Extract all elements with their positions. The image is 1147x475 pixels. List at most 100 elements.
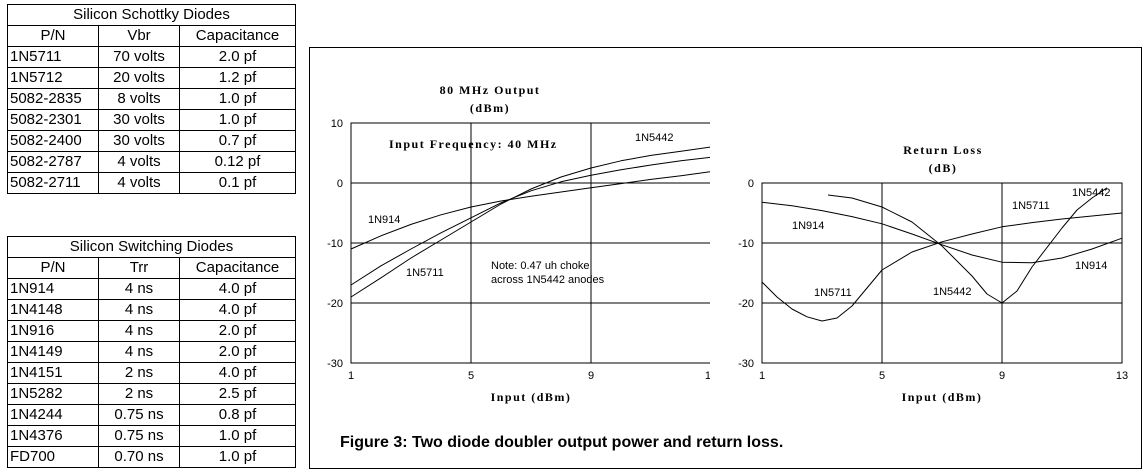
schottky-header-vbr: Vbr xyxy=(98,25,180,47)
schottky-cell: 1.0 pf xyxy=(179,88,296,110)
x-tick-label: 5 xyxy=(468,370,474,382)
chart-annotation: Input Frequency: 40 MHz xyxy=(389,137,558,151)
y-tick-label: -20 xyxy=(738,298,754,310)
series-line-1n5711 xyxy=(761,212,1123,322)
switching-cell: 1.0 pf xyxy=(179,446,296,468)
switching-row: 1N4151 2 ns 4.0 pf xyxy=(7,362,296,384)
schottky-cell: 2.0 pf xyxy=(179,46,296,68)
schottky-cell: 1.0 pf xyxy=(179,109,296,131)
chart-title: Return Loss xyxy=(903,143,983,157)
chart-annotation: across 1N5442 anodes xyxy=(491,274,605,286)
schottky-header-pn: P/N xyxy=(7,25,99,47)
series-label: 1N5711 xyxy=(406,267,444,279)
series-label: 1N5442 xyxy=(635,132,674,144)
switching-diode-table: Silicon Switching Diodes P/N Trr Capacit… xyxy=(7,236,296,468)
switching-header-pn: P/N xyxy=(7,257,99,279)
y-tick-label: 10 xyxy=(331,118,343,130)
schottky-row: 1N5712 20 volts 1.2 pf xyxy=(7,67,296,89)
x-tick-label: 13 xyxy=(1116,370,1128,382)
switching-cell: 1N4149 xyxy=(7,341,99,363)
switching-cell: 0.75 ns xyxy=(98,425,180,447)
switching-cell: 1N916 xyxy=(7,320,99,342)
series-label: 1N5711 xyxy=(1012,200,1050,212)
switching-cell: 0.8 pf xyxy=(179,404,296,426)
series-label: 1N914 xyxy=(368,214,400,226)
schottky-cell: 8 volts xyxy=(98,88,180,110)
series-line-1n5442 xyxy=(827,187,1108,304)
schottky-cell: 1N5711 xyxy=(7,46,99,68)
switching-row: 1N5282 2 ns 2.5 pf xyxy=(7,383,296,405)
y-tick-label: -20 xyxy=(327,298,343,310)
series-label: 1N5711 xyxy=(814,287,852,299)
switching-cell: 4 ns xyxy=(98,341,180,363)
schottky-cell: 4 volts xyxy=(98,172,180,194)
schottky-cell: 5082-2301 xyxy=(7,109,99,131)
x-axis-label: Input (dBm) xyxy=(902,390,983,404)
switching-table-title: Silicon Switching Diodes xyxy=(7,236,296,258)
switching-cell: 4.0 pf xyxy=(179,278,296,300)
output-power-chart: 10 0 -10 -20 -30 1 5 9 13 1N5442 1N914 1N5711 80 MHz… xyxy=(327,83,710,404)
switching-cell: 0.75 ns xyxy=(98,404,180,426)
switching-cell: 1N4376 xyxy=(7,425,99,447)
x-tick-label: 13 xyxy=(705,370,710,382)
switching-cell: 4.0 pf xyxy=(179,299,296,321)
y-tick-label: -30 xyxy=(738,358,754,370)
schottky-diode-table: Silicon Schottky Diodes P/N Vbr Capacita… xyxy=(7,4,296,194)
x-tick-label: 9 xyxy=(999,370,1005,382)
y-tick-label: 0 xyxy=(748,178,754,190)
schottky-cell: 0.7 pf xyxy=(179,130,296,152)
schottky-cell: 1.2 pf xyxy=(179,67,296,89)
schottky-cell: 0.12 pf xyxy=(179,151,296,173)
schottky-header-capacitance: Capacitance xyxy=(179,25,296,47)
y-tick-label: -30 xyxy=(327,358,343,370)
schottky-row: 5082-2711 4 volts 0.1 pf xyxy=(7,172,296,194)
schottky-row: 5082-2835 8 volts 1.0 pf xyxy=(7,88,296,110)
switching-table-body: 1N914 4 ns 4.0 pf 1N4148 4 ns 4.0 pf 1N916 4 ns… xyxy=(7,278,296,468)
series-line-1n5711 xyxy=(350,171,710,250)
series-label: 1N914 xyxy=(1075,260,1107,272)
switching-row: 1N916 4 ns 2.0 pf xyxy=(7,320,296,342)
switching-cell: 1N4244 xyxy=(7,404,99,426)
series-line-1n914 xyxy=(761,201,1123,264)
schottky-cell: 30 volts xyxy=(98,109,180,131)
series-label: 1N914 xyxy=(792,220,824,232)
chart-title: 80 MHz Output xyxy=(440,83,541,97)
switching-cell: 2 ns xyxy=(98,383,180,405)
schottky-cell: 5082-2787 xyxy=(7,151,99,173)
switching-cell: 4 ns xyxy=(98,278,180,300)
switching-row: 1N4376 0.75 ns 1.0 pf xyxy=(7,425,296,447)
switching-header-trr: Trr xyxy=(98,257,180,279)
switching-cell: 4 ns xyxy=(98,320,180,342)
chart-subtitle: (dB) xyxy=(929,161,958,175)
y-tick-label: -10 xyxy=(738,238,754,250)
switching-cell: 1.0 pf xyxy=(179,425,296,447)
x-axis-label: Input (dBm) xyxy=(491,390,572,404)
schottky-cell: 30 volts xyxy=(98,130,180,152)
schottky-row: 5082-2301 30 volts 1.0 pf xyxy=(7,109,296,131)
schottky-cell: 5082-2400 xyxy=(7,130,99,152)
series-label: 1N5442 xyxy=(1072,187,1111,199)
schottky-cell: 1N5712 xyxy=(7,67,99,89)
schottky-row: 5082-2787 4 volts 0.12 pf xyxy=(7,151,296,173)
schottky-cell: 20 volts xyxy=(98,67,180,89)
switching-row: FD700 0.70 ns 1.0 pf xyxy=(7,446,296,468)
chart-annotation: Note: 0.47 uh choke xyxy=(491,260,589,272)
x-tick-label: 5 xyxy=(879,370,885,382)
switching-cell: 0.70 ns xyxy=(98,446,180,468)
y-tick-label: -10 xyxy=(327,238,343,250)
switching-row: 1N4244 0.75 ns 0.8 pf xyxy=(7,404,296,426)
schottky-table-body: 1N5711 70 volts 2.0 pf 1N5712 20 volts 1.2 pf… xyxy=(7,46,296,194)
schottky-cell: 4 volts xyxy=(98,151,180,173)
switching-cell: 2.0 pf xyxy=(179,341,296,363)
x-tick-label: 1 xyxy=(759,370,765,382)
schottky-cell: 5082-2711 xyxy=(7,172,99,194)
switching-cell: 1N5282 xyxy=(7,383,99,405)
switching-row: 1N914 4 ns 4.0 pf xyxy=(7,278,296,300)
switching-cell: 1N4148 xyxy=(7,299,99,321)
return-loss-chart: 0 -10 -20 -30 1 5 9 13 1N5442 1N914 1N5711 Return L… xyxy=(738,143,1128,404)
switching-row: 1N4149 4 ns 2.0 pf xyxy=(7,341,296,363)
schottky-cell: 70 volts xyxy=(98,46,180,68)
x-tick-label: 9 xyxy=(588,370,594,382)
switching-cell: 1N914 xyxy=(7,278,99,300)
schottky-row: 5082-2400 30 volts 0.7 pf xyxy=(7,130,296,152)
